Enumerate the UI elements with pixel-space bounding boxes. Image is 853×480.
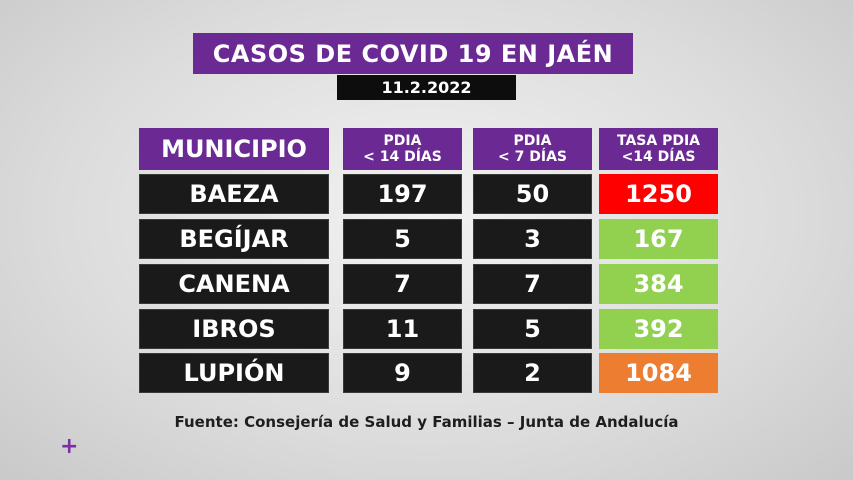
tasa-cell: 1084 [599,353,718,393]
tasa-cell: 1250 [599,174,718,214]
header-pdia-14-line1: PDIA [383,133,422,149]
tasa-cell: 384 [599,264,718,304]
tasa-cell: 392 [599,309,718,349]
municipio-cell: IBROS [139,309,329,349]
header-pdia-14-line2: < 14 DÍAS [363,149,442,165]
municipio-cell: CANENA [139,264,329,304]
pdia-14-cell: 197 [343,174,462,214]
source-note: Fuente: Consejería de Salud y Familias –… [174,413,679,431]
page-title: CASOS DE COVID 19 EN JAÉN [212,39,614,68]
tasa-cell: 167 [599,219,718,259]
municipio-cell: BAEZA [139,174,329,214]
header-pdia-7-line1: PDIA [513,133,552,149]
municipio-cell: LUPIÓN [139,353,329,393]
pdia-14-cell: 7 [343,264,462,304]
pdia-14-cell: 5 [343,219,462,259]
header-pdia-7-line2: < 7 DÍAS [498,149,567,165]
pdia-7-cell: 7 [473,264,592,304]
pdia-14-cell: 11 [343,309,462,349]
header-tasa-line2: <14 DÍAS [621,149,696,165]
header-municipio-label: MUNICIPIO [161,135,307,163]
header-pdia-14: PDIA < 14 DÍAS [343,128,462,170]
header-tasa-line1: TASA PDIA [616,133,700,149]
title-banner: CASOS DE COVID 19 EN JAÉN [193,33,633,74]
pdia-7-cell: 50 [473,174,592,214]
date-banner: 11.2.2022 [337,75,516,100]
header-municipio: MUNICIPIO [139,128,329,170]
pdia-14-cell: 9 [343,353,462,393]
header-pdia-7: PDIA < 7 DÍAS [473,128,592,170]
pdia-7-cell: 5 [473,309,592,349]
municipio-cell: BEGÍJAR [139,219,329,259]
plus-icon: + [60,434,79,459]
date-label: 11.2.2022 [381,78,472,97]
pdia-7-cell: 2 [473,353,592,393]
header-tasa-pdia: TASA PDIA <14 DÍAS [599,128,718,170]
pdia-7-cell: 3 [473,219,592,259]
